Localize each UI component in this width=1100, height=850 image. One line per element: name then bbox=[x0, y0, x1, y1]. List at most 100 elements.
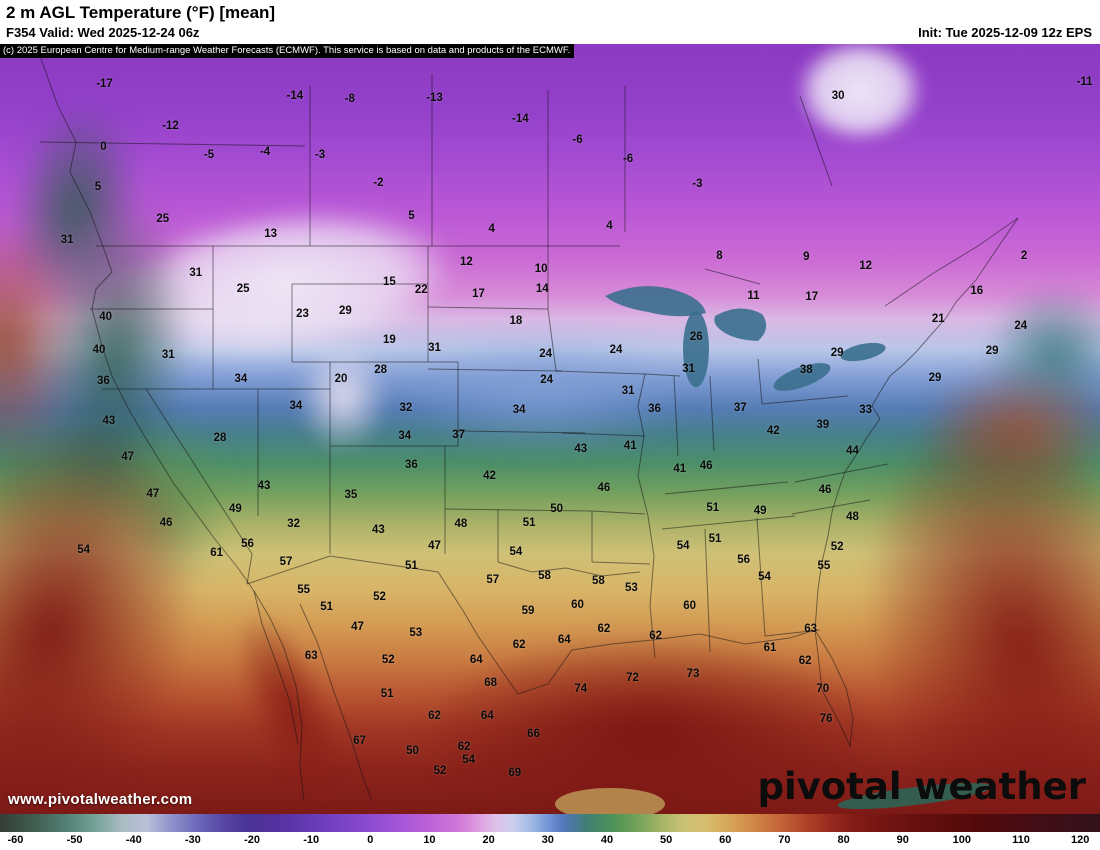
colorbar-tick-label: -50 bbox=[66, 834, 83, 846]
colorbar-tick-row: -60 -50 -40 -30 -20 -10 0 10 20 30 40 50 60 70 80 90 100… bbox=[0, 832, 1100, 850]
peninsula-yucatan bbox=[555, 788, 665, 814]
border-wi-il bbox=[644, 373, 681, 377]
colorbar: -60 -50 -40 -30 -20 -10 0 10 20 30 40 50 60 70 80 90 100… bbox=[0, 814, 1100, 850]
temp-label: -3 bbox=[314, 148, 326, 161]
temp-label: 32 bbox=[287, 517, 301, 530]
border-mn-west bbox=[547, 246, 557, 372]
temp-label: 64 bbox=[469, 654, 483, 666]
temp-label: 30 bbox=[831, 90, 845, 103]
border-ia-mo bbox=[561, 432, 646, 437]
colorbar-gradient bbox=[0, 814, 1100, 832]
colorbar-tick-label: 120 bbox=[1071, 834, 1090, 846]
temp-label: 5 bbox=[94, 181, 102, 194]
temp-label: 57 bbox=[486, 573, 500, 586]
temp-label: 21 bbox=[931, 312, 945, 325]
temp-label: 54 bbox=[509, 546, 523, 559]
border-oh-pa bbox=[757, 358, 763, 405]
temp-label: 50 bbox=[550, 503, 563, 516]
temp-label: 60 bbox=[571, 599, 584, 612]
border-ca-nv bbox=[145, 388, 253, 585]
temp-label: 24 bbox=[1014, 319, 1028, 332]
borders-overlay bbox=[39, 55, 1019, 814]
temp-label: 31 bbox=[682, 362, 695, 375]
temp-label: 66 bbox=[527, 727, 540, 740]
temp-label: 55 bbox=[297, 583, 310, 596]
temp-label: 56 bbox=[241, 537, 254, 550]
temp-label: 62 bbox=[798, 654, 812, 667]
temp-label: 40 bbox=[99, 311, 112, 324]
temp-label: 56 bbox=[737, 553, 750, 566]
temp-label: 43 bbox=[574, 443, 588, 456]
temp-label: 22 bbox=[414, 283, 428, 296]
coastline-baja bbox=[253, 590, 299, 745]
temp-label: 51 bbox=[708, 533, 722, 546]
temp-label: 29 bbox=[830, 346, 844, 359]
temp-label: 59 bbox=[521, 604, 535, 617]
temp-label: 53 bbox=[624, 581, 638, 594]
temp-label: 53 bbox=[409, 627, 423, 640]
temp-label: 36 bbox=[404, 459, 418, 472]
temp-label: 52 bbox=[433, 764, 447, 777]
border-il-in bbox=[673, 375, 679, 457]
temp-label: 49 bbox=[228, 503, 242, 516]
border-va-nc bbox=[794, 463, 889, 483]
temp-label: 37 bbox=[733, 402, 747, 415]
temp-label: 31 bbox=[161, 349, 175, 362]
copyright-text: (c) 2025 European Centre for Medium-rang… bbox=[3, 45, 571, 56]
lake-huron bbox=[714, 308, 767, 341]
watermark-url: www.pivotalweather.com bbox=[8, 791, 193, 808]
temp-label: 52 bbox=[830, 540, 844, 553]
colorbar-tick-label: 0 bbox=[367, 834, 374, 846]
colorbar-tick-label: 60 bbox=[719, 834, 732, 846]
colorbar-tick-label: -40 bbox=[125, 834, 142, 846]
border-in-oh bbox=[709, 375, 715, 452]
page-title: 2 m AGL Temperature (°F) [mean] bbox=[6, 3, 276, 22]
temp-label: -12 bbox=[162, 119, 179, 132]
header: 2 m AGL Temperature (°F) [mean] F354 Val… bbox=[0, 0, 1100, 44]
temp-label: 10 bbox=[534, 262, 548, 275]
temp-label: 47 bbox=[351, 620, 364, 633]
temp-label: 58 bbox=[591, 574, 605, 587]
colorbar-tick-label: 30 bbox=[541, 834, 554, 846]
temp-label: 54 bbox=[462, 754, 475, 767]
island-cuba bbox=[837, 782, 993, 810]
temp-label: 25 bbox=[156, 212, 170, 225]
temp-label: 61 bbox=[763, 641, 777, 654]
coastline-mexico-west bbox=[299, 603, 373, 802]
temp-label: 34 bbox=[512, 403, 526, 416]
temp-label: 43 bbox=[102, 415, 116, 428]
temp-labels-layer: -17 -11 -14 -8 -13 30 -12 -14 -6 0 -5 -4 -3 -6 5 -2 -3 25… bbox=[0, 44, 1100, 814]
border-ks-ok bbox=[444, 508, 593, 512]
temp-label: 16 bbox=[970, 285, 984, 298]
border-us-mexico bbox=[246, 555, 519, 695]
border-us-canada-east bbox=[704, 268, 761, 285]
temp-label: 58 bbox=[538, 570, 551, 583]
temp-label: 48 bbox=[454, 517, 468, 530]
colorbar-tick-label: 20 bbox=[482, 834, 495, 846]
temp-label: 31 bbox=[189, 266, 203, 279]
temp-label: 70 bbox=[816, 683, 830, 696]
temp-label: 51 bbox=[706, 502, 720, 515]
brand-logo: pivotal weather bbox=[757, 765, 1086, 808]
temp-label: 19 bbox=[382, 333, 396, 346]
temp-label: 72 bbox=[626, 671, 639, 684]
temp-label: 47 bbox=[428, 540, 441, 553]
temp-label: 51 bbox=[522, 516, 536, 529]
border-pa-south bbox=[761, 395, 849, 405]
temp-label: 63 bbox=[304, 650, 318, 663]
temp-label: 46 bbox=[597, 482, 611, 495]
temp-label: 52 bbox=[373, 590, 386, 603]
lake-superior bbox=[605, 286, 706, 317]
temp-label: 52 bbox=[381, 654, 395, 666]
temp-label: -11 bbox=[1076, 75, 1093, 88]
temp-label: 62 bbox=[428, 710, 441, 723]
colorbar-tick-label: -20 bbox=[244, 834, 260, 846]
temp-label: 63 bbox=[804, 623, 818, 636]
temp-label: 12 bbox=[859, 259, 873, 272]
border-tn-south bbox=[661, 515, 796, 530]
meta-row: F354 Valid: Wed 2025-12-24 06z Init: Tue… bbox=[6, 24, 1092, 42]
temp-label: 4 bbox=[488, 222, 495, 235]
temp-label: 48 bbox=[846, 510, 859, 523]
colorbar-tick-label: -60 bbox=[7, 834, 24, 846]
